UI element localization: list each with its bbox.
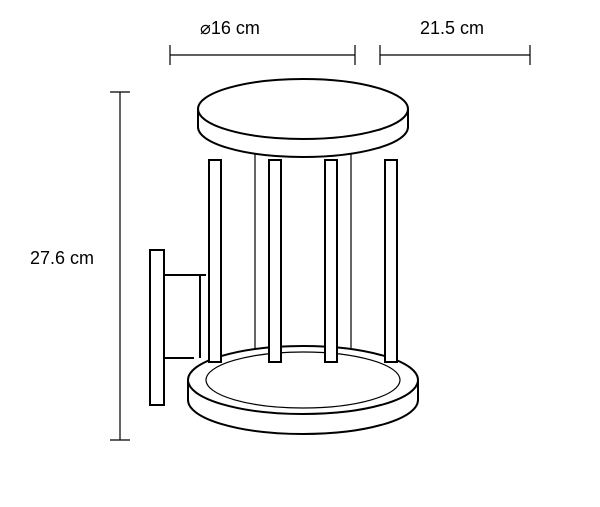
height-dimension-label: 27.6 cm [30, 248, 94, 269]
depth-dimension-label: 21.5 cm [420, 18, 484, 39]
diameter-dimension-label: ⌀16 cm [200, 18, 260, 39]
wall-lantern [150, 79, 418, 434]
drawing-canvas: 27.6 cm ⌀16 cm 21.5 cm [0, 0, 600, 507]
